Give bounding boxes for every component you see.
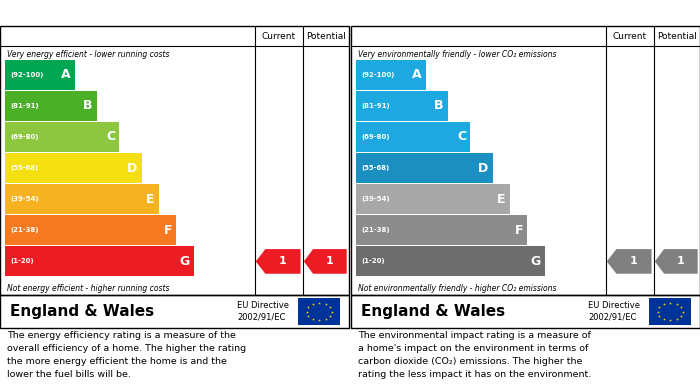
Bar [5, 184, 159, 214]
Text: A: A [412, 68, 421, 81]
Text: EU Directive
2002/91/EC: EU Directive 2002/91/EC [588, 301, 640, 322]
Text: The energy efficiency rating is a measure of the
overall efficiency of a home. T: The energy efficiency rating is a measur… [7, 331, 246, 379]
Polygon shape [256, 249, 300, 274]
Text: G: G [530, 255, 540, 268]
Text: England & Wales: England & Wales [10, 304, 155, 319]
Text: E: E [146, 193, 155, 206]
Text: Potential: Potential [306, 32, 346, 41]
Polygon shape [655, 249, 698, 274]
Text: 1: 1 [279, 256, 287, 266]
Text: D: D [127, 161, 137, 174]
Text: 1: 1 [326, 256, 334, 266]
Text: (69-80): (69-80) [361, 134, 390, 140]
Text: Potential: Potential [657, 32, 697, 41]
Text: B: B [434, 99, 444, 112]
Polygon shape [607, 249, 652, 274]
Text: Not energy efficient - higher running costs: Not energy efficient - higher running co… [7, 284, 169, 293]
Text: The environmental impact rating is a measure of
a home's impact on the environme: The environmental impact rating is a mea… [358, 331, 592, 379]
Text: (55-68): (55-68) [10, 165, 38, 171]
Text: G: G [179, 255, 190, 268]
Bar [5, 153, 141, 183]
Polygon shape [304, 249, 346, 274]
Bar [5, 246, 194, 276]
Text: F: F [514, 224, 523, 237]
Text: C: C [457, 131, 466, 143]
Text: Environmental Impact (CO₂) Rating: Environmental Impact (CO₂) Rating [360, 7, 622, 20]
Text: (92-100): (92-100) [361, 72, 395, 78]
Text: Energy Efficiency Rating: Energy Efficiency Rating [8, 7, 192, 20]
Text: Very environmentally friendly - lower CO₂ emissions: Very environmentally friendly - lower CO… [358, 50, 556, 59]
Bar [356, 122, 470, 152]
Text: (81-91): (81-91) [10, 103, 39, 109]
Text: (1-20): (1-20) [361, 258, 385, 264]
Text: (92-100): (92-100) [10, 72, 44, 78]
Text: B: B [83, 99, 92, 112]
Bar [356, 184, 510, 214]
Bar [356, 246, 545, 276]
Bar [298, 298, 340, 325]
Bar [650, 298, 692, 325]
Bar [5, 91, 97, 121]
Text: (69-80): (69-80) [10, 134, 39, 140]
Bar [356, 91, 448, 121]
Text: F: F [164, 224, 172, 237]
Text: Not environmentally friendly - higher CO₂ emissions: Not environmentally friendly - higher CO… [358, 284, 556, 293]
Bar [5, 122, 119, 152]
Text: E: E [497, 193, 505, 206]
Text: EU Directive
2002/91/EC: EU Directive 2002/91/EC [237, 301, 289, 322]
Bar [356, 153, 493, 183]
Text: (39-54): (39-54) [10, 196, 39, 202]
Bar [356, 215, 527, 245]
Text: England & Wales: England & Wales [361, 304, 505, 319]
Text: Current: Current [262, 32, 296, 41]
Text: A: A [61, 68, 71, 81]
Text: C: C [106, 131, 115, 143]
Bar [5, 215, 176, 245]
Text: 1: 1 [630, 256, 638, 266]
Text: Current: Current [612, 32, 647, 41]
Text: 1: 1 [677, 256, 685, 266]
Bar [5, 59, 75, 90]
Text: D: D [478, 161, 489, 174]
Text: (81-91): (81-91) [361, 103, 390, 109]
Text: (21-38): (21-38) [361, 227, 390, 233]
Text: (21-38): (21-38) [10, 227, 39, 233]
Text: (55-68): (55-68) [361, 165, 390, 171]
Text: Very energy efficient - lower running costs: Very energy efficient - lower running co… [7, 50, 169, 59]
Bar [356, 59, 426, 90]
Text: (39-54): (39-54) [361, 196, 390, 202]
Text: (1-20): (1-20) [10, 258, 34, 264]
